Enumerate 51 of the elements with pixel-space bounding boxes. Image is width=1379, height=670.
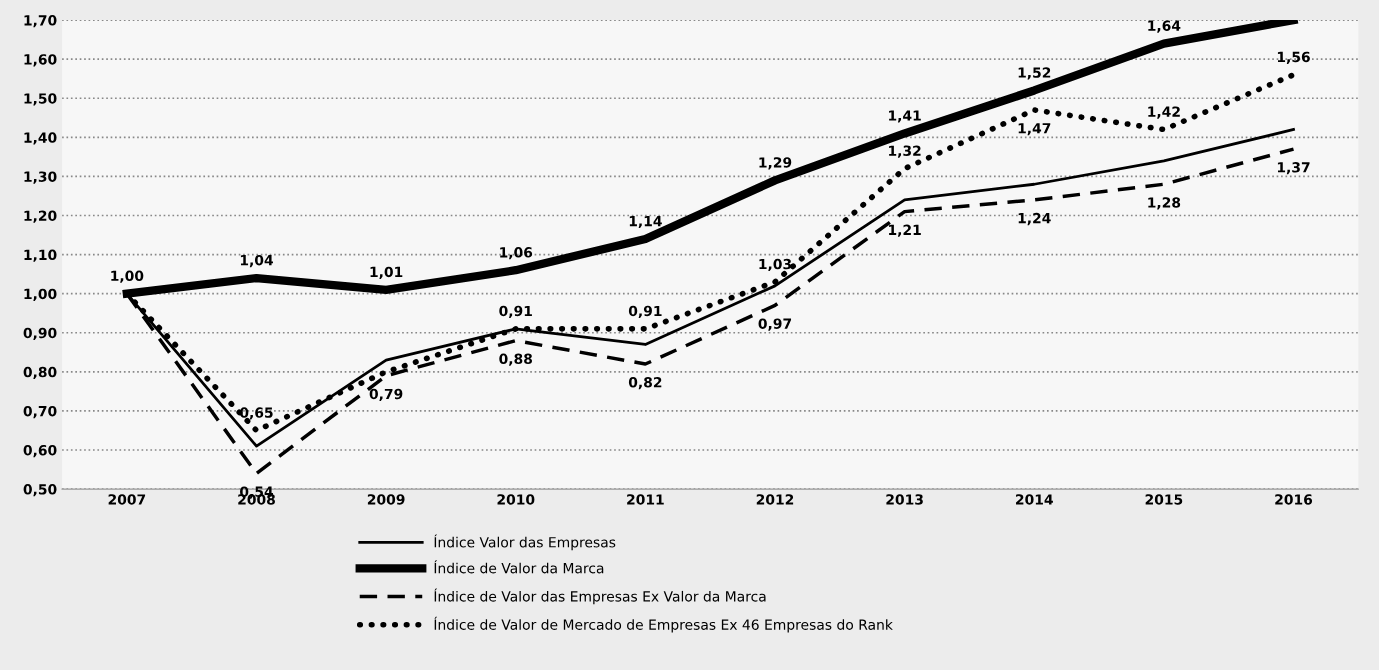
data-label: 0,82 [628,377,662,390]
data-label: 1,37 [1277,162,1310,175]
data-label: 1,21 [889,224,921,237]
legend-label: Índice Valor das Empresas [434,534,616,551]
x-tick-label: 2010 [497,494,535,505]
data-label: 0,88 [499,353,533,366]
data-label: 0,79 [369,388,403,402]
y-tick-label: 1,20 [24,210,57,223]
data-label: 0,91 [499,305,532,318]
data-label: 1,24 [1018,212,1051,226]
data-label: 1,06 [500,247,533,260]
data-label: 1,29 [759,157,792,170]
data-label: 1,28 [1148,197,1181,210]
data-label: 1,42 [1148,106,1180,119]
y-tick-label: 1,00 [24,288,57,301]
data-label: 1,32 [889,145,921,158]
x-tick-label: 2015 [1145,494,1183,505]
y-tick-label: 1,40 [24,132,57,145]
data-label: 1,00 [111,270,144,283]
x-tick-label: 2009 [367,494,405,505]
y-tick-label: 0,60 [23,444,57,458]
data-label: 1,04 [240,254,273,268]
y-tick-label: 1,30 [24,171,57,184]
data-label: 1,64 [1148,20,1181,33]
y-tick-label: 0,90 [23,327,57,341]
data-label: 0,91 [628,305,662,318]
y-tick-label: 0,70 [23,405,57,419]
y-tick-label: 1,10 [24,249,57,262]
legend-label: Índice de Valor da Marca [434,560,604,574]
data-label: 1,14 [629,216,662,229]
data-label: 1,47 [1018,123,1051,136]
x-tick-label: 2016 [1275,494,1313,505]
y-tick-label: 0,80 [23,366,57,380]
legend-label: Índice de Valor de Mercado de Empresas Ex 46 Empresas do Rank [434,616,893,633]
x-tick-label: 2012 [756,494,794,505]
x-tick-label: 2011 [627,494,664,505]
data-label: 0,65 [240,407,273,420]
x-tick-label: 2014 [1016,494,1053,505]
y-tick-label: 1,50 [24,93,57,106]
data-label: 1,41 [889,110,921,123]
data-label: 1,56 [1277,51,1310,64]
legend-label: Índice de Valor das Empresas Ex Valor da Marca [434,588,766,605]
data-label: 1,52 [1018,67,1051,80]
y-tick-label: 1,60 [24,54,57,67]
y-tick-label: 0,50 [23,484,57,497]
data-label: 1,01 [370,266,403,279]
x-tick-label: 2013 [886,494,923,505]
x-tick-label: 2007 [108,494,146,505]
y-tick-label: 1,70 [24,15,57,28]
data-label: 1,03 [759,258,792,272]
data-label: 0,97 [758,318,792,331]
